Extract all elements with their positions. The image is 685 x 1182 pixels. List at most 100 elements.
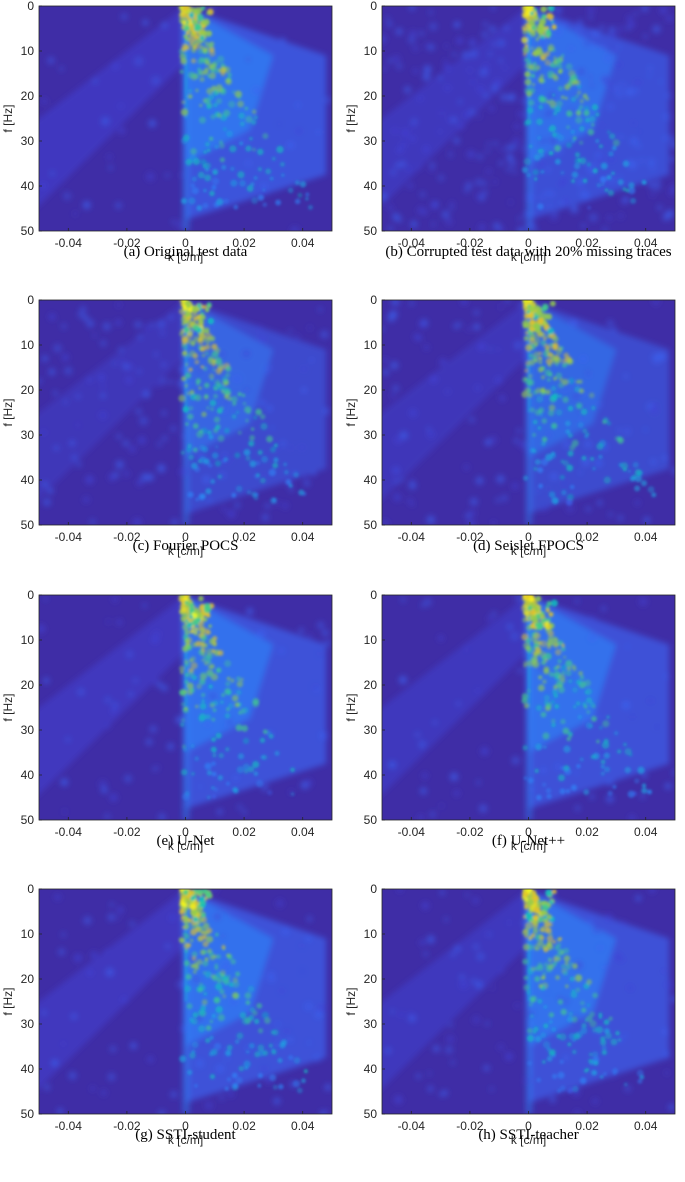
panel-caption: (h) SSTI-teacher [478, 1127, 578, 1143]
y-tick-label: 30 [21, 1017, 35, 1031]
y-axis-label: f [Hz] [1, 398, 15, 426]
heatmap-energy [382, 595, 675, 820]
x-tick-label: 0.02 [575, 236, 599, 250]
heatmap-energy [39, 889, 332, 1114]
y-tick-label: 40 [21, 473, 35, 487]
x-tick-label: -0.02 [113, 530, 141, 544]
y-tick-label: 20 [21, 89, 35, 103]
y-tick-label: 30 [21, 723, 35, 737]
x-tick-label: -0.02 [456, 236, 484, 250]
y-tick-label: 20 [21, 678, 35, 692]
x-axis-label: k [c/m] [168, 839, 203, 853]
y-tick-label: 10 [21, 927, 35, 941]
y-tick-label: 50 [364, 1107, 378, 1121]
x-tick-label: 0.02 [232, 1119, 256, 1133]
panel-caption: (d) Seislet FPOCS [473, 538, 584, 554]
x-tick-label: 0 [182, 825, 189, 839]
x-tick-label: -0.02 [113, 825, 141, 839]
panel-b: -0.04 -0.02 0 0.02 0.04 0 10 20 30 40 50 k [c/m] f [… [344, 0, 676, 264]
x-tick-label: 0.02 [232, 530, 256, 544]
y-tick-label: 30 [21, 428, 35, 442]
y-tick-label: 40 [21, 179, 35, 193]
heatmap-energy [382, 6, 675, 231]
x-tick-label: 0 [525, 825, 532, 839]
heatmap-energy [39, 300, 330, 525]
y-axis-label: f [Hz] [344, 398, 358, 426]
x-tick-label: -0.02 [456, 825, 484, 839]
panel-f: -0.04 -0.02 0 0.02 0.04 0 10 20 30 40 50 k [c/m] f [… [344, 588, 676, 853]
y-tick-label: 20 [364, 678, 378, 692]
y-axis-label: f [Hz] [344, 987, 358, 1015]
heatmap-energy [382, 889, 675, 1114]
x-axis-label: k [c/m] [511, 839, 546, 853]
y-tick-label: 50 [21, 518, 35, 532]
heatmap-energy [39, 595, 331, 820]
x-tick-label: 0 [525, 1119, 532, 1133]
x-tick-label: 0.04 [634, 236, 658, 250]
y-tick-label: 10 [364, 927, 378, 941]
y-tick-label: 40 [21, 768, 35, 782]
y-axis-label: f [Hz] [344, 104, 358, 132]
y-tick-label: 0 [27, 882, 34, 896]
panel-a: -0.04 -0.02 0 0.02 0.04 0 10 20 30 40 50 k [c/m] f [… [1, 0, 333, 264]
y-tick-label: 10 [364, 44, 378, 58]
x-tick-label: 0.04 [634, 825, 658, 839]
x-tick-label: 0 [182, 1119, 189, 1133]
panel-caption: (a) Original test data [124, 244, 248, 260]
heatmap-energy [39, 6, 332, 231]
y-tick-label: 10 [364, 338, 378, 352]
y-tick-label: 50 [21, 1107, 35, 1121]
x-axis-label: k [c/m] [168, 250, 203, 264]
y-tick-label: 40 [364, 1062, 378, 1076]
x-tick-label: 0.02 [575, 825, 599, 839]
y-tick-label: 30 [364, 134, 378, 148]
y-tick-label: 50 [364, 518, 378, 532]
y-axis-label: f [Hz] [1, 987, 15, 1015]
y-tick-label: 0 [27, 588, 34, 602]
y-tick-label: 50 [21, 813, 35, 827]
y-tick-label: 0 [27, 293, 34, 307]
y-tick-label: 30 [364, 723, 378, 737]
y-tick-label: 30 [364, 428, 378, 442]
y-tick-label: 0 [27, 0, 34, 13]
x-tick-label: -0.02 [113, 1119, 141, 1133]
x-tick-label: -0.02 [456, 1119, 484, 1133]
y-tick-label: 20 [21, 383, 35, 397]
y-tick-label: 50 [364, 813, 378, 827]
panel-caption: (g) SSTI-student [135, 1127, 236, 1143]
y-axis-label: f [Hz] [344, 693, 358, 721]
panel-caption: (c) Fourier POCS [133, 538, 239, 554]
y-tick-label: 20 [364, 972, 378, 986]
heatmap-energy [382, 300, 675, 525]
panel-caption: (f) U-Net++ [492, 833, 565, 849]
y-tick-label: 0 [370, 882, 377, 896]
x-tick-label: 0 [525, 236, 532, 250]
x-axis-label: k [c/m] [511, 544, 546, 558]
y-tick-label: 30 [21, 134, 35, 148]
y-tick-label: 20 [364, 89, 378, 103]
x-tick-label: -0.04 [398, 825, 426, 839]
y-tick-label: 0 [370, 293, 377, 307]
y-tick-label: 40 [364, 179, 378, 193]
panel-h: -0.04 -0.02 0 0.02 0.04 0 10 20 30 40 50 k [c/m] f [… [344, 882, 676, 1147]
x-axis-label: k [c/m] [168, 1133, 203, 1147]
y-axis-label: f [Hz] [1, 104, 15, 132]
x-tick-label: 0.04 [634, 1119, 658, 1133]
x-tick-label: -0.04 [55, 530, 83, 544]
y-tick-label: 0 [370, 0, 377, 13]
x-tick-label: -0.04 [398, 530, 426, 544]
x-tick-label: 0.04 [291, 1119, 315, 1133]
y-tick-label: 20 [21, 972, 35, 986]
x-tick-label: 0.04 [291, 236, 315, 250]
y-axis-label: f [Hz] [1, 693, 15, 721]
y-tick-label: 40 [21, 1062, 35, 1076]
y-tick-label: 10 [21, 44, 35, 58]
y-tick-label: 20 [364, 383, 378, 397]
y-tick-label: 0 [370, 588, 377, 602]
y-tick-label: 40 [364, 473, 378, 487]
x-tick-label: 0 [182, 530, 189, 544]
x-tick-label: -0.02 [113, 236, 141, 250]
y-tick-label: 10 [21, 633, 35, 647]
x-tick-label: 0.02 [232, 825, 256, 839]
panel-d: -0.04 -0.02 0 0.02 0.04 0 10 20 30 40 50 k [c/m] f [… [344, 293, 676, 558]
